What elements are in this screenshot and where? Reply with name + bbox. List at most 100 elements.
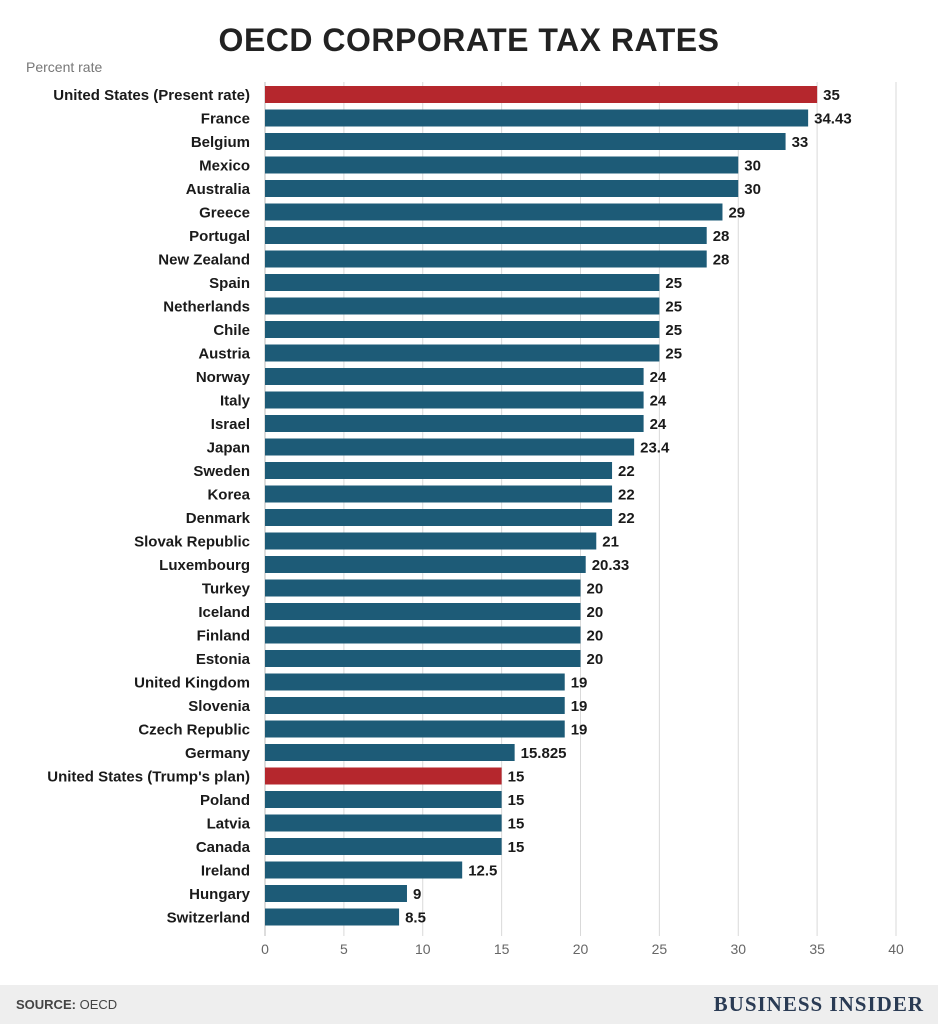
category-label: Czech Republic: [138, 722, 250, 739]
bar: [265, 180, 739, 197]
data-label: 21: [602, 534, 619, 551]
data-label: 20: [587, 651, 604, 668]
data-label: 22: [618, 487, 635, 504]
data-label: 24: [650, 416, 667, 433]
data-label: 20.33: [592, 557, 630, 574]
data-label: 29: [728, 205, 745, 222]
bar: [265, 438, 635, 456]
data-label: 9: [413, 886, 421, 903]
bar: [265, 767, 502, 785]
category-label: Switzerland: [167, 910, 250, 927]
category-label: Australia: [186, 181, 251, 198]
x-tick-label: 35: [809, 941, 825, 957]
data-label: 19: [571, 722, 588, 739]
data-label: 25: [665, 275, 682, 292]
bar: [265, 650, 581, 667]
bar: [265, 814, 502, 832]
category-label: Korea: [207, 487, 250, 504]
category-label: Hungary: [189, 886, 251, 903]
category-label: New Zealand: [158, 252, 250, 269]
bar: [265, 603, 581, 620]
bar: [265, 297, 660, 315]
data-label: 12.5: [468, 863, 497, 880]
unit-label: Percent rate: [26, 59, 103, 75]
x-tick-label: 20: [573, 941, 589, 957]
data-label: 19: [571, 698, 588, 715]
bar: [265, 344, 660, 362]
source-text: OECD: [79, 997, 118, 1012]
data-label: 25: [665, 322, 682, 339]
bar: [265, 720, 565, 738]
category-label: Denmark: [186, 510, 251, 527]
bar: [265, 579, 581, 597]
category-label: Belgium: [191, 134, 250, 151]
bar: [265, 227, 707, 244]
footer: SOURCE: OECD BUSINESS INSIDER: [0, 985, 938, 1024]
source-label: SOURCE:: [16, 997, 76, 1012]
x-tick-label: 25: [652, 941, 668, 957]
data-label: 15: [508, 839, 525, 856]
bar: [265, 321, 660, 338]
category-label: Norway: [196, 369, 251, 386]
data-label: 30: [744, 181, 761, 198]
data-label: 25: [665, 346, 682, 363]
x-tick-label: 15: [494, 941, 510, 957]
bar: [265, 109, 809, 127]
data-label: 15: [508, 792, 525, 809]
category-label: Austria: [198, 346, 250, 363]
data-label: 25: [665, 299, 682, 316]
bar: [265, 203, 723, 221]
source-note: SOURCE: OECD: [16, 997, 117, 1012]
bar: [265, 908, 400, 926]
category-label: Latvia: [207, 816, 251, 833]
bar: [265, 556, 586, 573]
bar: [265, 250, 707, 268]
bar: [265, 744, 515, 761]
bar: [265, 415, 644, 432]
data-label: 8.5: [405, 910, 426, 927]
bar: [265, 885, 407, 902]
category-label: Estonia: [196, 651, 251, 668]
data-label: 22: [618, 463, 635, 480]
bar: [265, 133, 786, 150]
category-label: Israel: [211, 416, 250, 433]
bar: [265, 626, 581, 644]
category-label: United States (Trump's plan): [47, 769, 250, 786]
category-label: Netherlands: [163, 299, 250, 316]
category-label: Japan: [207, 440, 250, 457]
x-tick-label: 10: [415, 941, 431, 957]
bar: [265, 368, 644, 385]
bar: [265, 532, 597, 550]
x-tick-label: 0: [261, 941, 269, 957]
bar: [265, 673, 565, 691]
category-label: France: [201, 111, 250, 128]
bar: [265, 509, 613, 526]
category-label: Iceland: [198, 604, 250, 621]
category-label: Canada: [196, 839, 251, 856]
data-label: 20: [587, 581, 604, 598]
category-label: Mexico: [199, 158, 250, 175]
category-label: Ireland: [201, 863, 250, 880]
brand-logo: BUSINESS INSIDER: [713, 992, 924, 1016]
data-label: 20: [587, 604, 604, 621]
data-label: 20: [587, 628, 604, 645]
category-label: Sweden: [193, 463, 250, 480]
bar: [265, 485, 613, 503]
bar: [265, 791, 502, 808]
chart-title: OECD CORPORATE TAX RATES: [218, 22, 720, 58]
data-label: 15.825: [521, 745, 567, 762]
category-label: Spain: [209, 275, 250, 292]
category-label: Greece: [199, 205, 250, 222]
data-label: 28: [713, 252, 730, 269]
bar: [265, 391, 644, 409]
x-tick-label: 40: [888, 941, 904, 957]
data-label: 22: [618, 510, 635, 527]
data-label: 23.4: [640, 440, 670, 457]
data-label: 24: [650, 369, 667, 386]
data-label: 24: [650, 393, 667, 410]
bar: [265, 838, 502, 855]
category-label: United States (Present rate): [53, 87, 250, 104]
category-label: Chile: [213, 322, 250, 339]
bar-chart: 0 5 10 15 20 25 30 35 40 United States (Present r…: [47, 82, 904, 957]
category-label: Germany: [185, 745, 251, 762]
